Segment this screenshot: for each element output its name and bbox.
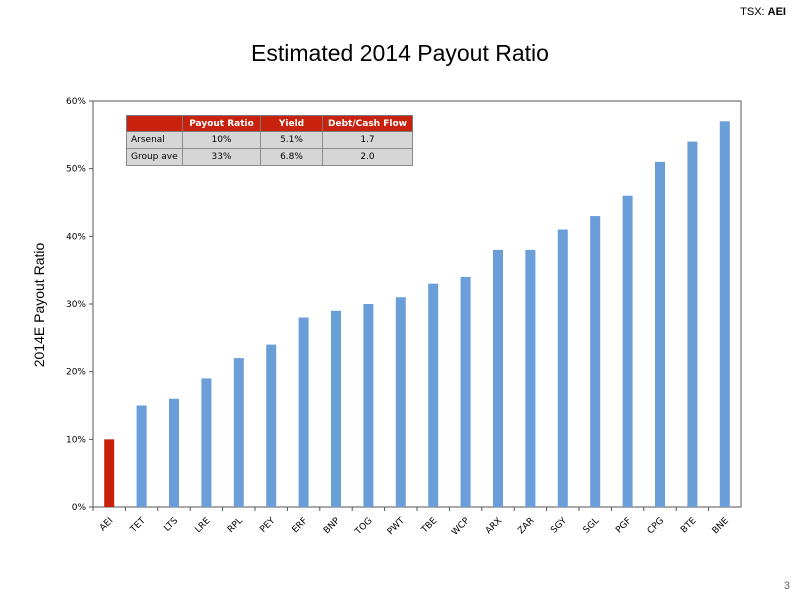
x-tick-label: BTE — [679, 516, 699, 536]
y-tick-label: 20% — [66, 368, 86, 378]
bar-pgf — [622, 195, 633, 507]
x-tick-label: ARX — [484, 516, 504, 536]
ticker-symbol: AEI — [767, 6, 786, 18]
summary-header-payout: Payout Ratio — [182, 115, 261, 132]
table-cell: 10% — [182, 131, 261, 149]
table-cell: Arsenal — [126, 131, 183, 149]
bar-bte — [687, 141, 698, 507]
bar-zar — [525, 249, 536, 507]
bar-bnp — [331, 310, 341, 507]
x-tick-label: RPL — [226, 516, 245, 535]
x-tick-label: WCP — [450, 516, 472, 538]
table-row: Arsenal 10% 5.1% 1.7 — [126, 131, 413, 149]
x-tick-label: PWT — [386, 516, 407, 537]
summary-header-debt: Debt/Cash Flow — [322, 115, 413, 132]
table-cell: 2.0 — [322, 148, 413, 166]
table-cell: 6.8% — [260, 148, 323, 166]
bar-sgy — [557, 229, 568, 508]
chart-title: Estimated 2014 Payout Ratio — [251, 40, 549, 66]
summary-header-yield: Yield — [260, 115, 323, 132]
bar-sgl — [590, 216, 601, 508]
summary-header-blank — [126, 115, 183, 132]
y-axis-ticks: 0% 10% 20% 30% 40% 50% 60% — [66, 97, 93, 513]
bar-pey — [266, 344, 277, 507]
x-tick-label: PGF — [614, 516, 634, 536]
x-tick-label: CPG — [646, 516, 666, 536]
x-tick-label: TBE — [419, 516, 439, 536]
y-tick-label: 30% — [66, 300, 86, 310]
y-axis-label: 2014E Payout Ratio — [31, 243, 47, 368]
bar-pwt — [395, 297, 406, 507]
x-tick-label: AEI — [98, 516, 115, 533]
ticker-label: TSX: AEI — [740, 6, 786, 18]
ticker-prefix: TSX: — [740, 6, 765, 18]
y-tick-label: 60% — [66, 97, 86, 107]
bar-arx — [493, 249, 503, 507]
x-tick-label: LRE — [193, 516, 212, 535]
summary-table-header-row: Payout Ratio Yield Debt/Cash Flow — [126, 115, 413, 132]
y-tick-label: 50% — [66, 165, 86, 175]
y-tick-label: 40% — [66, 232, 86, 242]
bar-tog — [363, 304, 374, 507]
page-number: 3 — [783, 580, 790, 592]
x-tick-label: SGL — [582, 516, 602, 536]
x-tick-label: SGY — [549, 516, 569, 536]
x-tick-label: BNE — [711, 516, 731, 536]
bar-lre — [201, 378, 212, 507]
bar-cpg — [655, 161, 665, 507]
summary-table: Payout Ratio Yield Debt/Cash Flow Arsena… — [126, 115, 413, 166]
y-tick-label: 10% — [66, 435, 86, 445]
bar-rpl — [233, 358, 244, 507]
bar-bne — [719, 121, 730, 508]
x-tick-label: BNP — [322, 516, 342, 536]
x-tick-label: PEY — [258, 516, 277, 535]
x-tick-label: TET — [128, 516, 148, 536]
y-tick-label: 0% — [72, 503, 87, 513]
x-tick-label: ERF — [291, 516, 310, 535]
table-cell: 5.1% — [260, 131, 323, 149]
x-tick-label: LTS — [162, 516, 180, 534]
bars — [104, 121, 730, 508]
table-row: Group ave 33% 6.8% 2.0 — [126, 148, 413, 166]
bar-lts — [169, 398, 179, 507]
table-cell: 33% — [182, 148, 261, 166]
table-cell: 1.7 — [322, 131, 413, 149]
x-tick-label: TOG — [353, 516, 375, 538]
table-cell: Group ave — [126, 148, 183, 166]
bar-aei — [104, 439, 115, 507]
bar-wcp — [460, 276, 471, 507]
bar-tbe — [428, 283, 439, 507]
x-axis-ticks: AEI TET LTS LRE RPL PEY ERF BNP TOG PWT TBE WCP ARX Z… — [92, 507, 731, 538]
bar-erf — [298, 317, 309, 507]
bar-tet — [136, 405, 147, 507]
x-tick-label: ZAR — [516, 516, 536, 536]
